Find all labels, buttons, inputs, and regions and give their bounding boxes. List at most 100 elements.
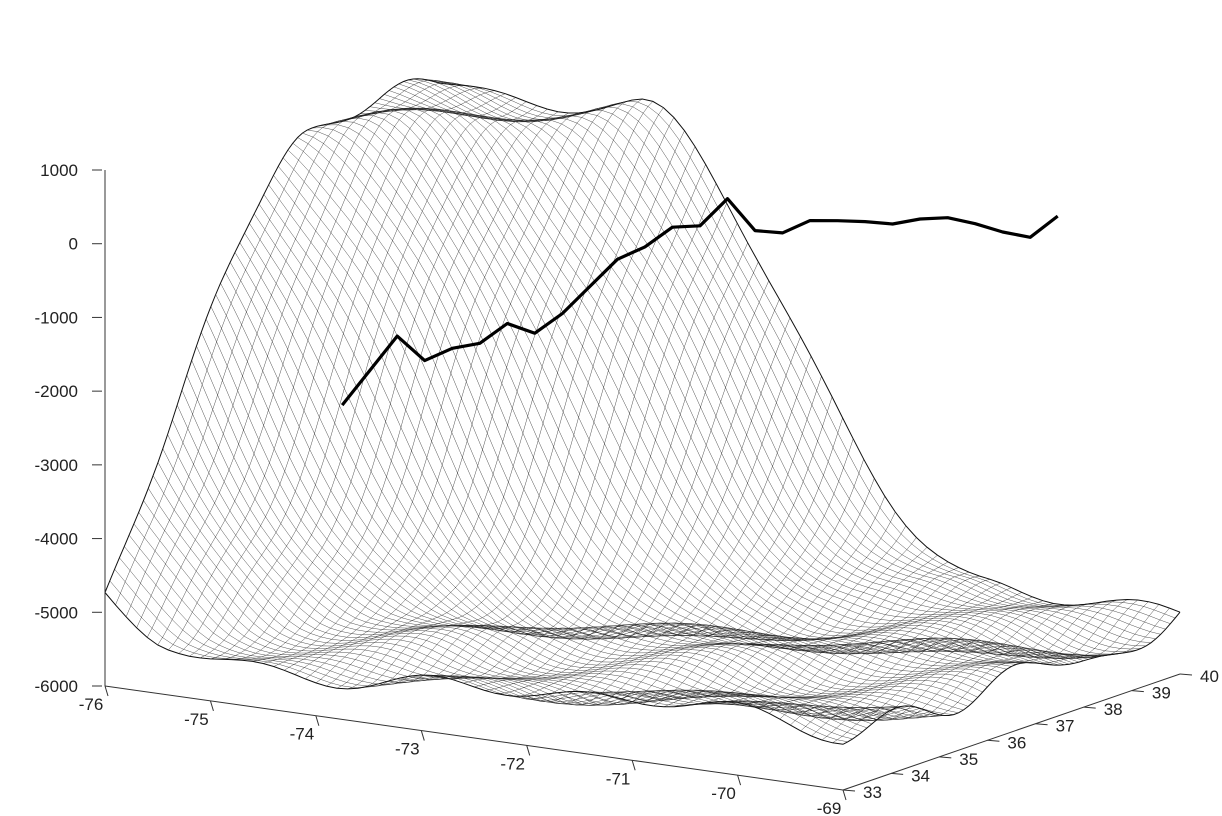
y-tick-label: 38 [1104,700,1123,719]
y-tick-label: 36 [1007,733,1026,752]
x-tick-mark [315,715,320,726]
mesh-line-y [191,360,930,721]
mesh-line-y [249,223,988,688]
mesh-line-y [201,332,940,719]
mesh-line-y [157,462,897,717]
y-tick-label: 39 [1152,684,1171,703]
mesh-line-y [321,121,1060,666]
mesh-line-y [417,78,1156,640]
x-tick-mark [526,745,531,756]
z-tick-label: 0 [69,235,78,254]
x-tick-mark [631,760,636,771]
mesh-line-y [427,79,1166,630]
z-tick-label: -1000 [35,308,78,327]
mesh-line-y [340,110,1079,663]
mesh-line-y [292,143,1031,663]
mesh-line-y [302,132,1041,664]
mesh-line-y [220,283,959,714]
mesh-line-y [196,345,935,720]
mesh-line-y [360,107,1099,658]
mesh-line-y [398,83,1137,652]
mesh-line-x [442,299,780,679]
x-tick-label: -69 [817,799,842,816]
mesh-line-x [231,112,569,660]
y-tick-mark [1179,673,1193,676]
mesh-line-y [143,500,882,717]
x-tick-label: -73 [395,740,420,759]
mesh-line-y [172,419,911,721]
mesh-line-y [316,124,1055,666]
mesh-line-y [133,523,872,725]
mesh-line-y [297,137,1036,664]
mesh-line-y [388,90,1128,657]
mesh-line-y [336,112,1075,664]
y-tick-mark [842,789,856,792]
mesh-line-x [263,108,601,664]
mesh-line-y [210,306,949,716]
x-tick-label: -71 [606,769,631,788]
mesh-line-x [147,87,485,638]
mesh-line-y [138,512,877,721]
mesh-line-y [268,184,1007,670]
mesh-line-y [282,157,1022,664]
mesh-line-y [364,108,1104,659]
mesh-line-y [176,404,916,721]
mesh-line-x [600,555,938,702]
y-tick-mark [939,756,952,759]
mesh-line-x [526,459,864,703]
mesh-line-y [432,80,1171,624]
y-tick-mark [891,772,904,775]
mesh-line-y [167,434,906,720]
x-tick-label: -75 [184,710,209,729]
tick-labels: -76 -75 -74 -73 -72 -71 -70 -69 33 34 35 36 37 38 39 40… [35,161,1219,816]
x-tick-label: -72 [500,754,525,773]
mesh-line-x [199,105,538,659]
mesh-line-x [178,97,516,654]
mesh-line-x [842,611,1181,745]
mesh-line-y [287,149,1026,663]
y-tick-label: 35 [959,750,978,769]
mesh-line-y [109,580,848,743]
y-tick-mark [1083,706,1096,709]
x-tick-mark [737,774,742,786]
mesh-line-x [769,601,1107,720]
mesh-line-y [441,83,1181,613]
mesh-line-y [408,79,1147,647]
x-tick-label: -70 [711,784,736,803]
y-tick-label: 34 [911,766,930,785]
z-tick-label: -5000 [35,603,78,622]
mesh-line-y [244,232,983,693]
mesh-line-x [242,112,580,661]
x-tick-mark [209,700,214,712]
profile-line [340,197,1059,407]
y-tick-label: 40 [1200,667,1219,686]
x-axis-line [104,685,844,791]
mesh-line-y [181,389,921,722]
x-tick-mark [420,730,425,741]
z-tick-label: -3000 [35,456,78,475]
mesh-line-y [128,534,868,729]
mesh-line-y [148,488,887,714]
mesh-line-y [186,375,925,721]
mesh-line-y [254,213,993,683]
mesh-line-y [393,86,1132,655]
mesh-line-y [205,318,945,717]
y-tick-mark [1035,723,1048,726]
z-tick-label: -6000 [35,677,78,696]
mesh-line-y [162,448,901,718]
mesh-line-x [157,90,495,646]
plot-axes [104,170,1181,791]
mesh-line-y [114,569,853,740]
mesh-line-y [278,166,1017,665]
y-axis-line [842,673,1181,791]
y-tick-label: 33 [863,783,882,802]
mesh-line-y [437,82,1176,619]
mesh-line-x [821,604,1160,741]
profile-line-layer [340,197,1059,407]
mesh-line-x [347,130,685,690]
mesh-line-y [225,272,964,711]
y-tick-mark [987,739,1000,742]
mesh-line-x [104,78,443,593]
mesh-line-y [263,194,1002,674]
